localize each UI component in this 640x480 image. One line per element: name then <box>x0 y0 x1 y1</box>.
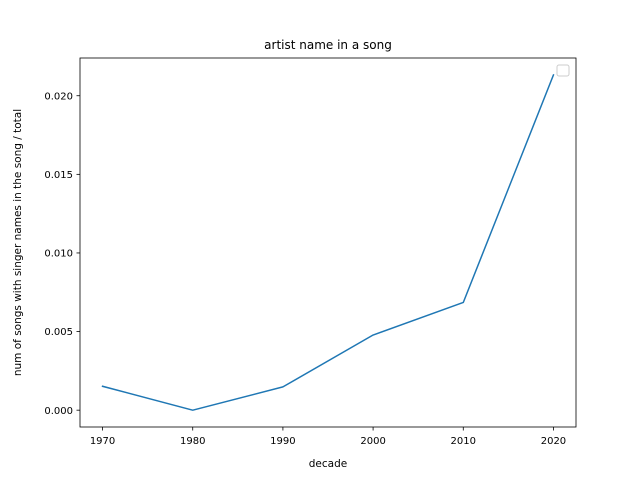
x-tick-label: 1980 <box>180 436 205 447</box>
chart-title: artist name in a song <box>264 38 392 52</box>
x-tick-label: 2010 <box>451 436 476 447</box>
x-axis-ticks: 1970 1980 1990 2000 2010 2020 <box>90 427 566 447</box>
y-tick-label: 0.005 <box>44 327 73 338</box>
y-axis-label: num of songs with singer names in the so… <box>12 109 24 376</box>
x-tick-label: 2000 <box>360 436 385 447</box>
y-tick-label: 0.000 <box>44 406 73 417</box>
plot-area-frame <box>79 57 577 428</box>
y-axis-ticks: 0.000 0.005 0.010 0.015 0.020 <box>44 91 80 417</box>
x-tick-label: 1970 <box>90 436 115 447</box>
legend-box <box>556 64 570 77</box>
x-axis-label: decade <box>309 458 347 470</box>
x-tick-label: 2020 <box>541 436 566 447</box>
series-layer <box>101 74 555 411</box>
series-line-0 <box>101 74 555 411</box>
y-tick-label: 0.010 <box>44 249 73 260</box>
y-tick-label: 0.020 <box>44 91 73 102</box>
y-tick-label: 0.015 <box>44 170 73 181</box>
x-tick-label: 1990 <box>270 436 295 447</box>
